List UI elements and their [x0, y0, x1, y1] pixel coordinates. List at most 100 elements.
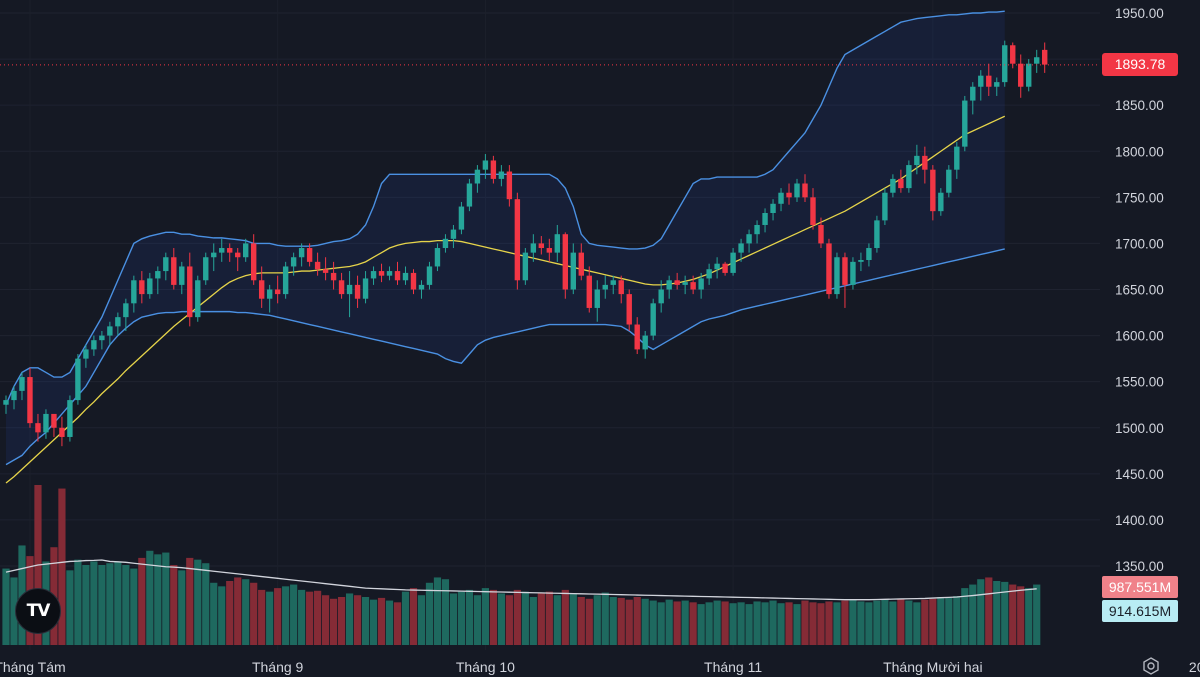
candle-body [554, 234, 561, 253]
candle-body [43, 413, 49, 433]
candle [970, 82, 976, 115]
volume-bar [769, 600, 777, 645]
candle [179, 261, 185, 295]
candle-body [586, 275, 592, 308]
gear-icon[interactable] [1142, 657, 1160, 675]
volume-bar [937, 597, 945, 645]
candle-body [850, 261, 856, 285]
x-tick-label: Tháng 10 [456, 659, 515, 675]
volume-bar [601, 592, 609, 645]
volume-bar [66, 570, 74, 645]
volume-bar [329, 598, 338, 645]
candle-body [1026, 63, 1032, 87]
candle-body [282, 266, 289, 295]
candle-body [618, 280, 624, 295]
candle [570, 243, 576, 295]
volume-bar [465, 589, 474, 645]
candle [442, 234, 449, 253]
volume-bar [385, 600, 394, 645]
candle-body [195, 280, 201, 318]
candle-body [522, 252, 529, 281]
candle-body [962, 100, 968, 147]
candle [666, 275, 672, 299]
candle-body [354, 284, 361, 299]
candle [115, 312, 121, 336]
volume-bar [641, 598, 649, 645]
x-tick-label: Tháng Mười hai [883, 659, 982, 675]
candle [866, 243, 872, 267]
candle [282, 261, 289, 299]
candle-body [402, 272, 409, 281]
candle-body [978, 75, 984, 87]
volume-bar [585, 598, 593, 645]
y-tick-label: 1400.00 [1115, 513, 1164, 528]
volume-bar [969, 584, 977, 645]
volume-bar [857, 601, 865, 645]
candle-body [898, 178, 904, 189]
candle [770, 199, 776, 221]
candles [3, 40, 1048, 447]
candle-body [346, 284, 353, 295]
volume-bar [625, 599, 633, 645]
volume-bar [521, 591, 529, 645]
candle [778, 188, 784, 212]
candle-body [115, 317, 121, 327]
volume-bar [210, 582, 218, 645]
candle-body [19, 377, 25, 391]
volume-bar [721, 601, 729, 645]
volume-bar [945, 597, 953, 645]
candle [986, 63, 992, 96]
volume-bar [258, 589, 266, 645]
candle-body [51, 413, 57, 428]
volume-bar [274, 588, 282, 645]
candle [794, 178, 800, 202]
candle [147, 272, 153, 299]
volume-bar [617, 597, 625, 645]
candle [698, 272, 704, 299]
candle-body [954, 146, 960, 170]
candle-body [466, 183, 473, 207]
candle [59, 416, 65, 447]
candle-body [458, 206, 465, 230]
candle-body [91, 340, 97, 350]
price-grid [0, 12, 1100, 567]
volume-bar [977, 579, 985, 645]
volume-bar [433, 577, 442, 645]
candle-body [602, 284, 608, 290]
candle [75, 354, 81, 405]
candle-body [1018, 63, 1024, 87]
candle [546, 238, 553, 262]
tradingview-logo[interactable]: TV [15, 588, 61, 634]
candle [466, 178, 473, 212]
volume-bar [1001, 581, 1009, 645]
bollinger-fill-area [6, 11, 1005, 465]
candle-body [802, 183, 808, 198]
y-tick-label: 1650.00 [1115, 283, 1164, 298]
volume-bar [953, 596, 961, 645]
volume-bar [673, 601, 681, 645]
candle-body [770, 203, 776, 214]
candle [11, 386, 17, 410]
candle [27, 367, 33, 428]
candle [155, 266, 161, 295]
candle [107, 321, 113, 345]
candle-body [882, 192, 888, 221]
candle-body [754, 224, 760, 235]
candle [51, 413, 57, 437]
candle [882, 188, 888, 225]
candle [634, 317, 640, 355]
volume-bar [593, 595, 601, 645]
volume-bar [649, 600, 657, 645]
candle [219, 238, 225, 262]
volume-bar [1017, 586, 1025, 645]
volume-bar [234, 577, 242, 645]
candle [858, 252, 864, 272]
candle-body [35, 423, 41, 433]
candle-body [930, 169, 936, 212]
volume-bar [1009, 584, 1017, 645]
candle-body [330, 272, 337, 281]
volume-bar [745, 604, 753, 645]
candle [490, 155, 497, 184]
candle [330, 261, 337, 290]
